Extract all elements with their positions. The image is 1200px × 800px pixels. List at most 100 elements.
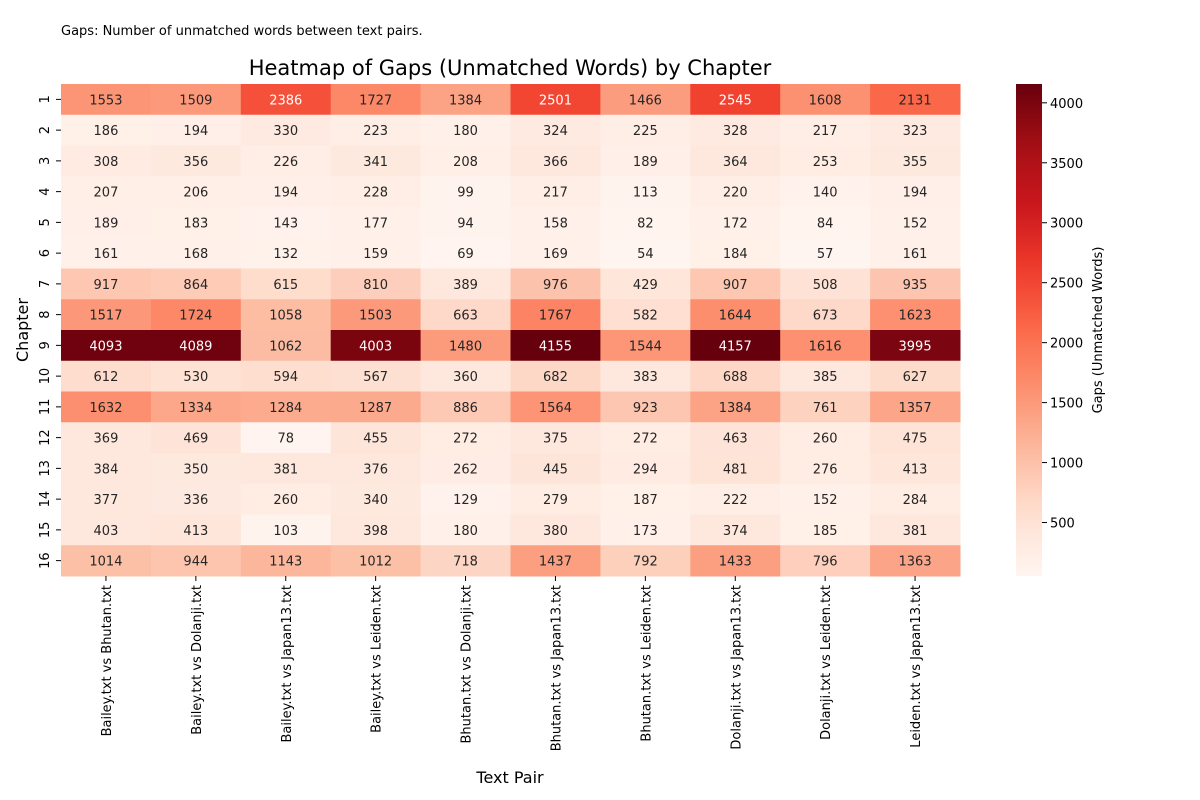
heatmap-cell (330, 360, 422, 392)
heatmap-cell (510, 360, 601, 392)
cell-value-label: 413 (903, 462, 928, 477)
cell-value-label: 183 (183, 216, 208, 231)
cell-value-label: 3995 (899, 339, 932, 354)
cell-value-label: 976 (543, 278, 568, 293)
chart-title: Heatmap of Gaps (Unmatched Words) by Cha… (249, 56, 772, 80)
heatmap-cell (330, 176, 422, 208)
heatmap-cell (510, 299, 601, 331)
heatmap-cell (780, 330, 871, 362)
cell-value-label: 168 (183, 247, 208, 262)
heatmap-cell (600, 299, 691, 331)
heatmap-cell (870, 268, 961, 300)
cell-value-label: 260 (273, 493, 298, 508)
heatmap-cell (510, 391, 601, 423)
colorbar-ticks: 500 1000 1500 2000 2500 3000 3500 4000 (1042, 97, 1083, 532)
cell-value-label: 341 (363, 155, 388, 170)
heatmap-cell (780, 268, 871, 300)
heatmap-cell (420, 514, 511, 546)
cell-value-label: 143 (273, 216, 298, 231)
heatmap-cell (61, 360, 152, 392)
cell-value-label: 917 (94, 278, 119, 293)
y-axis-label: Chapter (13, 298, 32, 362)
heatmap-cell (780, 145, 871, 177)
cell-value-label: 4003 (359, 339, 392, 354)
cell-value-label: 276 (813, 462, 838, 477)
cell-value-label: 673 (813, 309, 838, 324)
cell-value-label: 189 (633, 155, 658, 170)
cell-value-label: 1058 (269, 309, 302, 324)
heatmap-cell (600, 360, 691, 392)
heatmap-cell (780, 114, 871, 146)
cell-value-label: 129 (453, 493, 478, 508)
cell-value-label: 356 (183, 155, 208, 170)
heatmap-cell (240, 237, 332, 269)
cell-value-label: 1623 (899, 309, 932, 324)
heatmap-cell (690, 453, 781, 485)
cell-value-label: 207 (94, 186, 119, 201)
cell-value-label: 567 (363, 370, 388, 385)
heatmap-cell (240, 207, 332, 239)
cell-value-label: 1143 (269, 555, 302, 570)
heatmap-cell (690, 483, 781, 515)
cell-value-label: 84 (817, 216, 834, 231)
cell-value-label: 886 (453, 401, 478, 416)
cell-value-label: 403 (94, 524, 119, 539)
heatmap-cell (600, 483, 691, 515)
heatmap-cell (780, 237, 871, 269)
heatmap-cell (240, 84, 332, 116)
cell-value-label: 364 (723, 155, 748, 170)
heatmap-cell (330, 483, 422, 515)
cell-value-label: 172 (723, 216, 748, 231)
cell-value-label: 1553 (89, 93, 122, 108)
heatmap-cell (61, 391, 152, 423)
y-tick-label: 2 (38, 126, 53, 134)
heatmap-cell (690, 545, 781, 577)
cell-value-label: 688 (723, 370, 748, 385)
heatmap-cell (150, 299, 242, 331)
heatmap-cell (600, 176, 691, 208)
cell-value-label: 330 (273, 124, 298, 139)
heatmap-cell (150, 114, 242, 146)
colorbar-tick-label: 4000 (1050, 97, 1083, 112)
y-tick-label: 1 (38, 95, 53, 103)
heatmap-cell (510, 453, 601, 485)
y-tick-label: 3 (38, 157, 53, 165)
cell-value-label: 272 (453, 432, 478, 447)
heatmap-cell (330, 545, 422, 577)
heatmap-cell (61, 237, 152, 269)
cell-value-label: 222 (723, 493, 748, 508)
cell-value-label: 923 (633, 401, 658, 416)
heatmap-cell (600, 514, 691, 546)
heatmap-cell (690, 207, 781, 239)
y-tick-label: 9 (38, 341, 53, 349)
cell-value-label: 627 (903, 370, 928, 385)
heatmap-cell (240, 114, 332, 146)
cell-value-label: 279 (543, 493, 568, 508)
cell-value-label: 792 (633, 555, 658, 570)
heatmap-cell (150, 453, 242, 485)
heatmap-cell (870, 207, 961, 239)
heatmap-cell (780, 299, 871, 331)
heatmap-cell (61, 84, 152, 116)
cell-value-label: 360 (453, 370, 478, 385)
cell-value-label: 159 (363, 247, 388, 262)
heatmap-cell (420, 176, 511, 208)
cell-value-label: 355 (903, 155, 928, 170)
cell-value-label: 1384 (719, 401, 752, 416)
cell-value-label: 1287 (359, 401, 392, 416)
heatmap-cell (150, 84, 242, 116)
heatmap-cell (330, 114, 422, 146)
cell-value-label: 186 (94, 124, 119, 139)
heatmap-cell (870, 360, 961, 392)
heatmap-cell (240, 360, 332, 392)
cell-value-label: 380 (543, 524, 568, 539)
y-tick-label: 14 (38, 491, 53, 508)
cell-value-label: 663 (453, 309, 478, 324)
heatmap-cell (690, 145, 781, 177)
cell-value-label: 761 (813, 401, 838, 416)
heatmap-cell (780, 176, 871, 208)
heatmap-cell (240, 422, 332, 454)
cell-value-label: 140 (813, 186, 838, 201)
heatmap-cells: 1553 1509 2386 1727 1384 2501 1466 2545 1608 2131… (61, 84, 961, 577)
heatmap-cell (420, 145, 511, 177)
